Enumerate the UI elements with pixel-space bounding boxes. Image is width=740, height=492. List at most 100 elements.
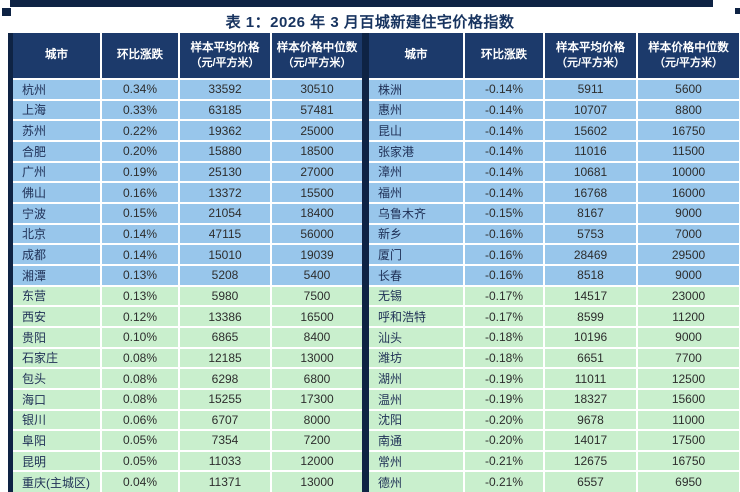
table-row: 湖州 -0.19% 11011 12500: [369, 367, 739, 389]
city-cell: 惠州: [369, 98, 465, 121]
avg-price-cell: 8167: [544, 201, 638, 224]
median-price-cell: 12500: [637, 367, 739, 389]
change-cell: -0.14%: [464, 78, 545, 100]
median-price-cell: 56000: [271, 222, 362, 245]
median-price-cell: 9000: [637, 263, 739, 286]
city-cell: 株洲: [369, 78, 465, 100]
median-price-cell: 5400: [271, 263, 362, 286]
median-price-cell: 7700: [637, 346, 739, 369]
city-cell: 张家港: [369, 139, 465, 162]
city-cell: 潍坊: [369, 346, 465, 369]
city-cell: 福州: [369, 181, 465, 203]
median-price-cell: 9000: [637, 325, 739, 348]
avg-price-cell: 5753: [544, 222, 638, 245]
change-cell: 0.16%: [101, 181, 180, 203]
median-price-cell: 23000: [637, 284, 739, 307]
median-price-cell: 11500: [637, 139, 739, 162]
table-row: 昆明 0.05% 11033 12000: [13, 449, 362, 472]
left-corner-mark: [2, 8, 11, 16]
median-price-cell: 16500: [271, 305, 362, 327]
table-row: 乌鲁木齐 -0.15% 8167 9000: [369, 201, 739, 224]
column-header-avg: 样本平均价格 （元/平方米）: [179, 33, 272, 79]
avg-price-cell: 6651: [544, 346, 638, 369]
avg-price-cell: 11033: [179, 449, 272, 472]
change-cell: 0.08%: [101, 387, 180, 410]
median-price-cell: 27000: [271, 160, 362, 183]
change-cell: -0.20%: [464, 429, 545, 451]
city-cell: 呼和浩特: [369, 305, 465, 327]
change-cell: -0.18%: [464, 325, 545, 348]
city-cell: 厦门: [369, 243, 465, 265]
city-cell: 成都: [13, 243, 102, 265]
city-cell: 昆山: [369, 119, 465, 141]
avg-price-cell: 15880: [179, 139, 272, 162]
avg-price-cell: 6557: [544, 470, 638, 492]
avg-price-cell: 15010: [179, 243, 272, 265]
avg-price-cell: 6707: [179, 408, 272, 431]
median-price-cell: 13000: [271, 470, 362, 492]
table-row: 海口 0.08% 15255 17300: [13, 387, 362, 410]
avg-price-cell: 16768: [544, 181, 638, 203]
median-price-cell: 18500: [271, 139, 362, 162]
table-row: 成都 0.14% 15010 19039: [13, 243, 362, 265]
change-cell: -0.16%: [464, 222, 545, 245]
change-cell: 0.06%: [101, 408, 180, 431]
table-row: 北京 0.14% 47115 56000: [13, 222, 362, 245]
table-divider: [362, 33, 369, 492]
avg-price-cell: 8599: [544, 305, 638, 327]
city-cell: 苏州: [13, 119, 102, 141]
median-price-cell: 13000: [271, 346, 362, 369]
avg-price-cell: 5208: [179, 263, 272, 286]
avg-price-cell: 47115: [179, 222, 272, 245]
change-cell: -0.14%: [464, 160, 545, 183]
table-row: 佛山 0.16% 13372 15500: [13, 181, 362, 203]
city-cell: 重庆(主城区): [13, 470, 102, 492]
city-cell: 无锡: [369, 284, 465, 307]
column-header-change: 环比涨跌: [464, 33, 545, 79]
change-cell: 0.12%: [101, 305, 180, 327]
median-price-cell: 5600: [637, 78, 739, 100]
change-cell: 0.19%: [101, 160, 180, 183]
city-cell: 长春: [369, 263, 465, 286]
table-row: 西安 0.12% 13386 16500: [13, 305, 362, 327]
table-row: 长春 -0.16% 8518 9000: [369, 263, 739, 286]
table-row: 新乡 -0.16% 5753 7000: [369, 222, 739, 245]
city-cell: 南通: [369, 429, 465, 451]
median-price-cell: 17300: [271, 387, 362, 410]
avg-price-cell: 33592: [179, 78, 272, 100]
column-header-city: 城市: [369, 33, 465, 79]
column-header-avg: 样本平均价格 （元/平方米）: [544, 33, 638, 79]
median-price-cell: 7000: [637, 222, 739, 245]
change-cell: -0.16%: [464, 243, 545, 265]
table-row: 德州 -0.21% 6557 6950: [369, 470, 739, 492]
table-row: 杭州 0.34% 33592 30510: [13, 78, 362, 100]
change-cell: -0.14%: [464, 119, 545, 141]
price-table-left: 城市 环比涨跌 样本平均价格 （元/平方米） 样本价格中位数 （元/平方米） 杭州 0.34…: [13, 33, 362, 492]
city-cell: 北京: [13, 222, 102, 245]
median-price-cell: 8400: [271, 325, 362, 348]
median-price-cell: 10000: [637, 160, 739, 183]
avg-price-cell: 13372: [179, 181, 272, 203]
change-cell: -0.17%: [464, 305, 545, 327]
change-cell: -0.18%: [464, 346, 545, 369]
change-cell: -0.16%: [464, 263, 545, 286]
avg-price-cell: 11371: [179, 470, 272, 492]
avg-price-cell: 11016: [544, 139, 638, 162]
table-row: 常州 -0.21% 12675 16750: [369, 449, 739, 472]
table-row: 惠州 -0.14% 10707 8800: [369, 98, 739, 121]
median-price-cell: 8800: [637, 98, 739, 121]
avg-price-cell: 6298: [179, 367, 272, 389]
median-price-cell: 9000: [637, 201, 739, 224]
city-cell: 上海: [13, 98, 102, 121]
column-header-median: 样本价格中位数 （元/平方米）: [271, 33, 362, 79]
table-row: 阜阳 0.05% 7354 7200: [13, 429, 362, 451]
city-cell: 德州: [369, 470, 465, 492]
column-header-median: 样本价格中位数 （元/平方米）: [637, 33, 739, 79]
avg-price-cell: 12675: [544, 449, 638, 472]
price-tables-container: 城市 环比涨跌 样本平均价格 （元/平方米） 样本价格中位数 （元/平方米） 杭州 0.34…: [8, 33, 739, 492]
city-cell: 汕头: [369, 325, 465, 348]
table-row: 南通 -0.20% 14017 17500: [369, 429, 739, 451]
median-price-cell: 19039: [271, 243, 362, 265]
avg-price-cell: 7354: [179, 429, 272, 451]
avg-price-cell: 6865: [179, 325, 272, 348]
